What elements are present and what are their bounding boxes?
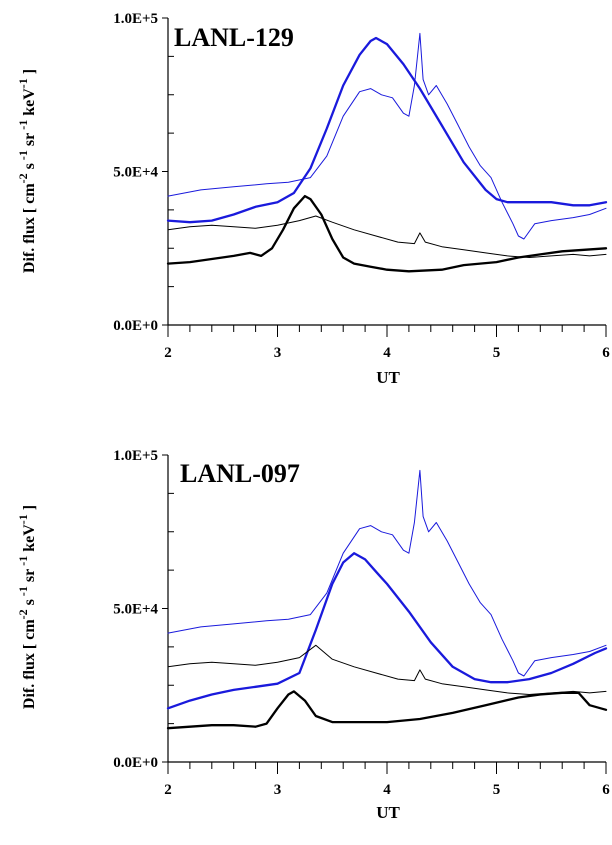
y-tick-label: 1.0E+5 [113,448,158,464]
y-tick-label: 0.0E+0 [113,755,158,771]
panel-title: LANL-129 [174,23,294,52]
x-tick-label: 4 [383,345,391,361]
x-tick-label: 4 [383,782,391,798]
series-line-3 [167,215,607,258]
panel-title: LANL-097 [180,459,300,488]
chart-panel-lanl-129: LANL-129 Dif. flux [ cm-2 s -1 sr -1 keV… [16,11,610,387]
x-tick-label: 5 [493,782,501,798]
x-tick-label: 5 [493,345,501,361]
x-tick-label: 3 [274,345,282,361]
x-tick-label: 6 [602,345,610,361]
y-tick-label: 5.0E+4 [113,602,158,618]
x-tick-label: 2 [164,782,172,798]
series-line-2 [166,690,608,730]
series-line-0 [166,36,608,224]
x-tick-label: 6 [602,782,610,798]
series-line-1 [167,469,607,677]
y-tick-label: 1.0E+5 [113,11,158,27]
y-axis-label: Dif. flux [ cm-2 s -1 sr -1 keV-1 ] [16,69,38,273]
y-axis-label: Dif. flux [ cm-2 s -1 sr -1 keV-1 ] [16,505,38,709]
y-tick-label: 5.0E+4 [113,165,158,181]
series-line-0 [166,552,608,710]
x-tick-label: 2 [164,345,172,361]
series-line-3 [167,644,607,695]
chart-panel-lanl-097: LANL-097 Dif. flux [ cm-2 s -1 sr -1 keV… [16,448,610,822]
series-line-1 [167,32,607,240]
x-tick-label: 3 [274,782,282,798]
series-line-2 [166,194,608,273]
y-tick-label: 0.0E+0 [113,318,158,334]
x-axis-label: UT [376,803,400,822]
x-axis-label: UT [376,368,400,387]
